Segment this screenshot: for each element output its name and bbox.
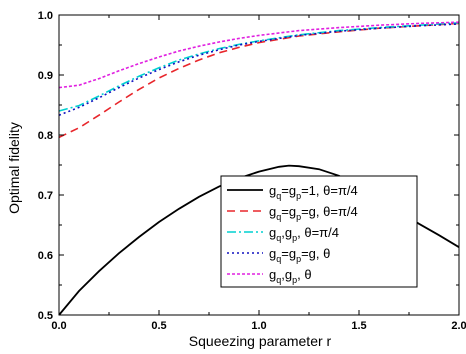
series-line-5 xyxy=(58,21,460,89)
legend-label-1: gq=gp=1, θ=π/4 xyxy=(269,183,358,201)
x-tick-label: 0.0 xyxy=(51,320,66,332)
x-tick-label: 1.5 xyxy=(351,320,366,332)
legend-label-4: gq=gp=g, θ xyxy=(269,246,330,264)
legend: gq=gp=1, θ=π/4 gq=gp=g, θ=π/4 gq,gp, θ=π/4… xyxy=(220,175,418,288)
legend-box xyxy=(220,175,418,288)
x-tick-label: 2.0 xyxy=(451,320,466,332)
y-axis-title: Optimal fidelity xyxy=(6,122,22,214)
x-axis-title: Squeezing parameter r xyxy=(189,333,332,349)
x-tick-label: 1.0 xyxy=(251,320,266,332)
y-tick-label: 0.8 xyxy=(38,130,53,142)
y-tick-label: 0.6 xyxy=(38,250,53,262)
y-tick-label: 0.5 xyxy=(38,310,53,322)
y-tick-label: 0.7 xyxy=(38,190,53,202)
y-tick-label: 0.9 xyxy=(38,70,53,82)
legend-label-3: gq,gp, θ=π/4 xyxy=(269,225,339,243)
x-tick-label: 0.5 xyxy=(151,320,166,332)
legend-label-2: gq=gp=g, θ=π/4 xyxy=(269,204,358,222)
ticks-layer: 0.0 0.5 1.0 1.5 2.00.50.60.70.80.91.0 xyxy=(38,10,466,332)
legend-label-5: gq,gp, θ xyxy=(269,267,312,285)
series-line-2 xyxy=(58,22,460,139)
series-line-3 xyxy=(58,22,460,112)
y-tick-label: 1.0 xyxy=(38,10,53,22)
